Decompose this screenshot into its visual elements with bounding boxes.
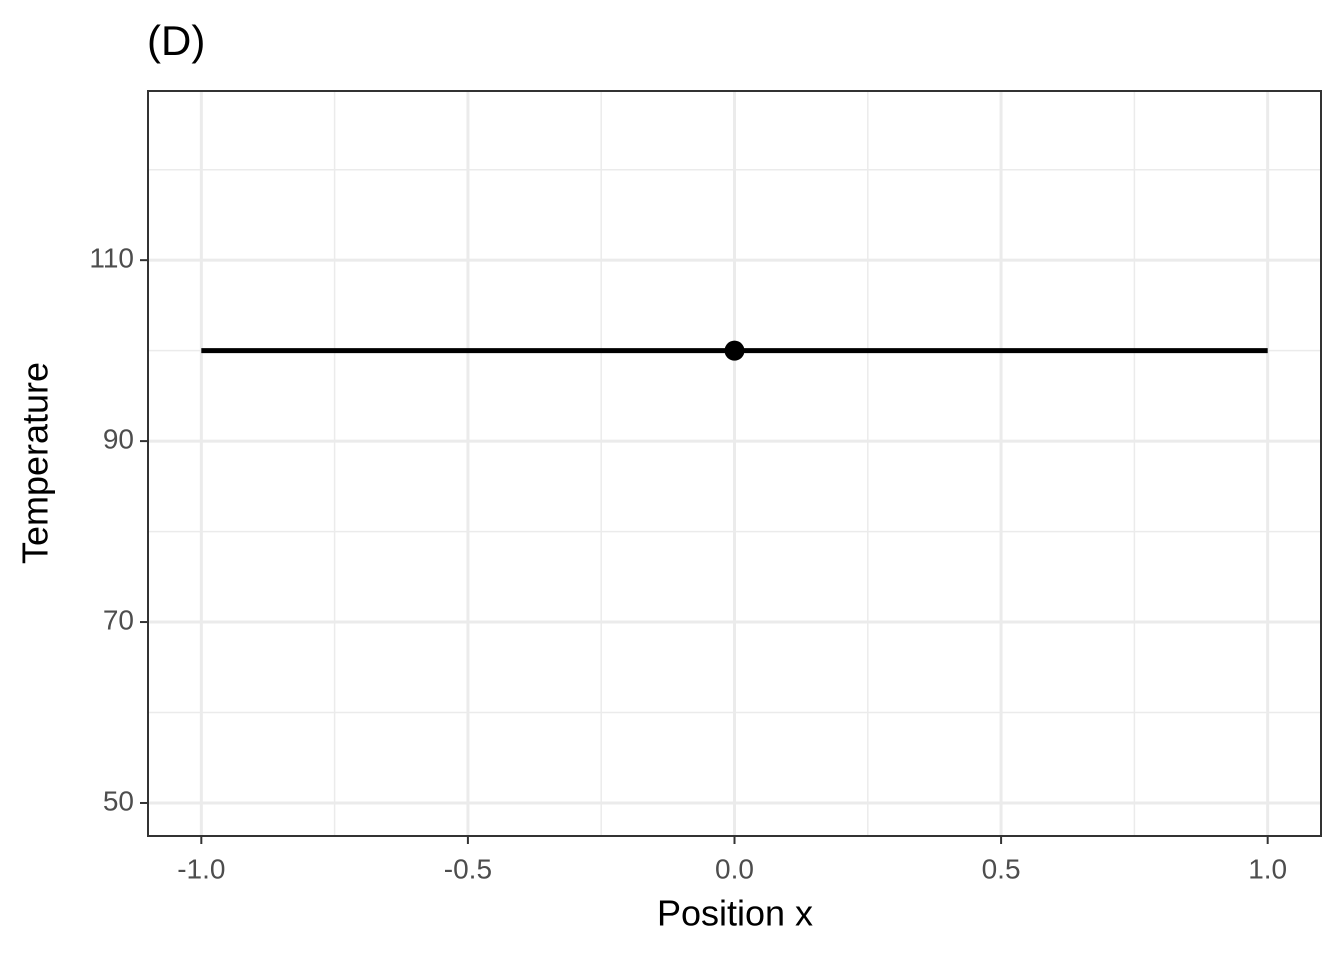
x-axis-label: Position x: [657, 893, 813, 934]
y-axis-label: Temperature: [15, 362, 56, 564]
panel-border: [147, 90, 1322, 837]
y-tick-label: 90: [103, 423, 134, 454]
x-tick-label: 0.5: [982, 853, 1021, 884]
chart-title: (D): [147, 17, 205, 64]
x-tick-label: 1.0: [1248, 853, 1287, 884]
point: [724, 340, 745, 361]
x-tick-label: -1.0: [177, 853, 225, 884]
y-tick-label: 110: [89, 243, 134, 274]
x-tick-label: -0.5: [444, 853, 492, 884]
y-tick-label: 70: [103, 604, 134, 635]
x-tick-label: 0.0: [715, 853, 754, 884]
y-tick-label: 50: [103, 785, 134, 816]
